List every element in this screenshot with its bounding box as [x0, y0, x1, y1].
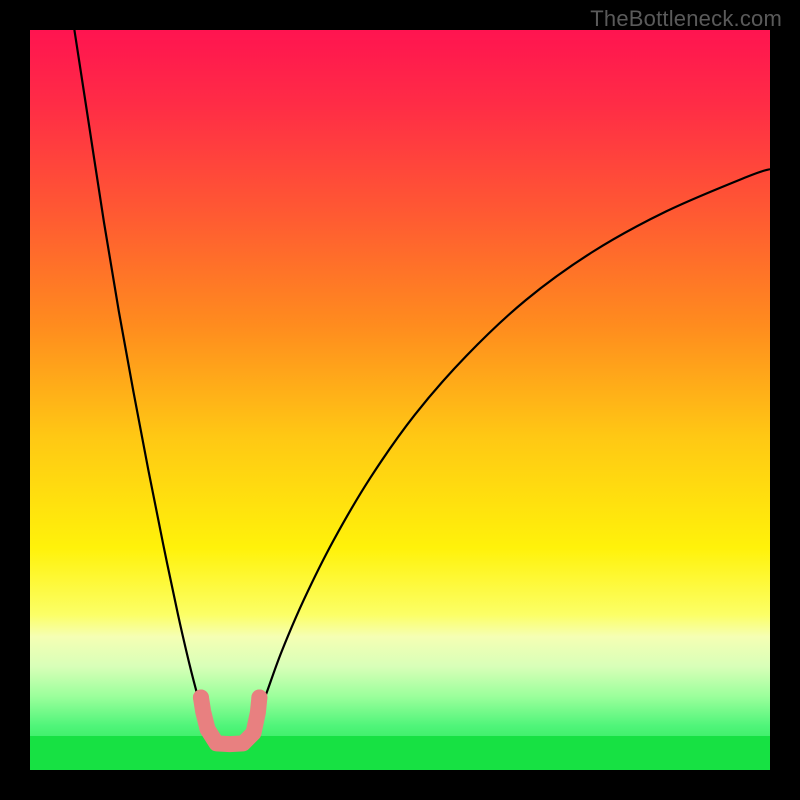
marker-dot-left — [193, 689, 209, 705]
plot-area — [30, 30, 770, 770]
marker-dot-right — [251, 689, 267, 705]
v-curve — [74, 30, 770, 744]
curve-layer — [30, 30, 770, 770]
chart-frame: TheBottleneck.com — [0, 0, 800, 800]
watermark-text: TheBottleneck.com — [590, 6, 782, 32]
marker-stroke — [201, 697, 259, 744]
bottom-marker — [193, 689, 267, 744]
